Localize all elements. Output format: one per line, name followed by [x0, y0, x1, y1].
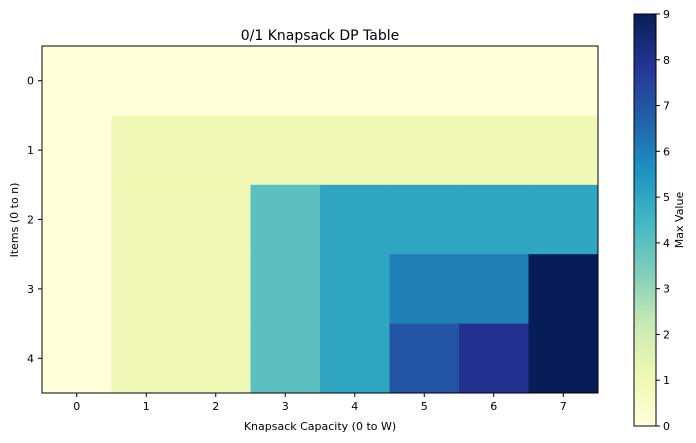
heatmap-cell: [320, 323, 390, 394]
heatmap-cell: [181, 115, 251, 186]
heatmap-cell: [42, 46, 112, 116]
y-tick-label: 2: [27, 214, 34, 227]
heatmap-cell: [528, 184, 599, 255]
x-tick-label: 2: [212, 400, 219, 413]
heatmap-cell: [181, 323, 251, 394]
heatmap-cell: [111, 254, 182, 325]
y-tick-label: 4: [27, 352, 34, 365]
heatmap-cell: [320, 46, 390, 116]
x-axis-label: Knapsack Capacity (0 to W): [244, 420, 396, 433]
heatmap-cell: [250, 254, 321, 325]
heatmap-cell: [42, 323, 112, 394]
chart-title: 0/1 Knapsack DP Table: [241, 28, 400, 44]
x-tick-label: 1: [143, 400, 150, 413]
heatmap-cell: [42, 184, 112, 255]
y-tick-label: 1: [27, 144, 34, 157]
heatmap-cell: [250, 184, 321, 255]
heatmap-cell: [459, 323, 529, 394]
heatmap-cell: [181, 46, 251, 116]
colorbar-tick-label: 9: [663, 8, 670, 21]
heatmap-cell: [250, 46, 321, 116]
x-tick-label: 3: [282, 400, 289, 413]
heatmap-cell: [250, 323, 321, 394]
colorbar-tick-label: 0: [663, 420, 670, 433]
heatmap-cell: [528, 323, 599, 394]
heatmap-cell: [389, 184, 460, 255]
colorbar-label: Max Value: [673, 192, 686, 249]
colorbar-tick-label: 2: [663, 328, 670, 341]
heatmap-cell: [320, 115, 390, 186]
heatmap-cell: [181, 254, 251, 325]
colorbar-tick-label: 3: [663, 283, 670, 296]
heatmap-cell: [528, 254, 599, 325]
heatmap-cell: [459, 115, 529, 186]
colorbar-tick-label: 8: [663, 54, 670, 67]
heatmap-cell: [459, 46, 529, 116]
colorbar: [633, 13, 657, 427]
colorbar-tick-label: 7: [663, 100, 670, 113]
x-tick-label: 0: [73, 400, 80, 413]
heatmap-cell: [42, 115, 112, 186]
colorbar-tick-label: 4: [663, 237, 670, 250]
heatmap-cell: [389, 46, 460, 116]
heatmap-cell: [389, 254, 460, 325]
heatmap-cell: [111, 184, 182, 255]
y-axis-label: Items (0 to n): [8, 183, 21, 258]
x-tick-label: 6: [490, 400, 497, 413]
y-tick-label: 3: [27, 283, 34, 296]
heatmap-cell: [42, 254, 112, 325]
heatmap-cells: [42, 46, 599, 394]
x-axis-ticks: 0 1 2 3 4 5 6 7: [73, 393, 567, 413]
colorbar-tick-label: 5: [663, 191, 670, 204]
colorbar-ticks: 0 1 2 3 4 5 6 7 8 9: [656, 8, 670, 433]
heatmap-cell: [459, 184, 529, 255]
heatmap-cell: [528, 46, 599, 116]
heatmap-cell: [320, 254, 390, 325]
heatmap-cell: [250, 115, 321, 186]
colorbar-tick-label: 6: [663, 145, 670, 158]
heatmap-cell: [111, 46, 182, 116]
x-tick-label: 4: [351, 400, 358, 413]
heatmap-cell: [459, 254, 529, 325]
heatmap-cell: [181, 184, 251, 255]
y-axis-ticks: 0 1 2 3 4: [27, 75, 42, 365]
y-tick-label: 0: [27, 75, 34, 88]
heatmap-cell: [320, 184, 390, 255]
heatmap-cell: [389, 115, 460, 186]
heatmap-cell: [389, 323, 460, 394]
colorbar-tick-label: 1: [663, 374, 670, 387]
heatmap-cell: [111, 323, 182, 394]
x-tick-label: 7: [560, 400, 567, 413]
heatmap-cell: [528, 115, 599, 186]
x-tick-label: 5: [421, 400, 428, 413]
heatmap-cell: [111, 115, 182, 186]
